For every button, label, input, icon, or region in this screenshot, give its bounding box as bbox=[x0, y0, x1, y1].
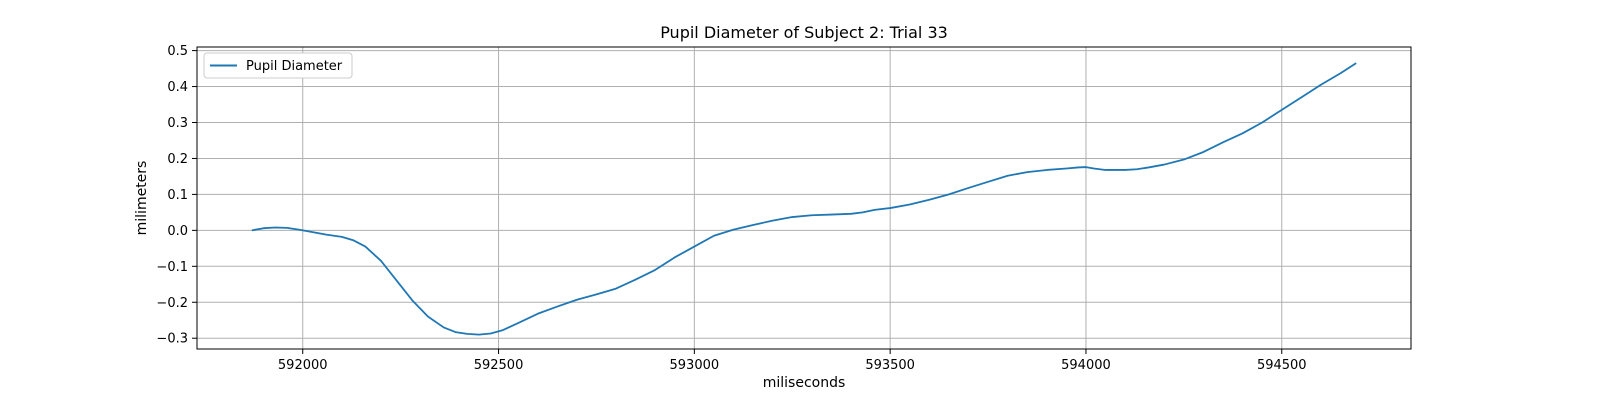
x-tick-label: 593000 bbox=[670, 358, 720, 373]
x-tick-label: 592500 bbox=[474, 358, 524, 373]
y-tick-label: −0.3 bbox=[156, 332, 188, 347]
y-tick-label: −0.2 bbox=[156, 296, 188, 311]
legend-label: Pupil Diameter bbox=[246, 59, 343, 74]
x-tick-label: 594500 bbox=[1257, 358, 1307, 373]
y-tick-label: 0.5 bbox=[167, 44, 188, 59]
y-axis-title: milimeters bbox=[134, 161, 150, 236]
legend: Pupil Diameter bbox=[203, 52, 353, 79]
x-tick-label: 592000 bbox=[278, 358, 328, 373]
y-axis: −0.3 −0.2 −0.1 0.0 0.1 0.2 0.3 0.4 0.5 bbox=[156, 44, 197, 347]
x-axis: 592000 592500 593000 593500 594000 594500 bbox=[278, 349, 1307, 373]
legend-box bbox=[203, 52, 353, 79]
x-tick-label: 594000 bbox=[1061, 358, 1111, 373]
y-tick-label: 0.1 bbox=[167, 188, 188, 203]
y-tick-label: −0.1 bbox=[156, 260, 188, 275]
y-tick-label: 0.3 bbox=[167, 116, 188, 131]
y-tick-label: 0.2 bbox=[167, 152, 188, 167]
series-layer bbox=[251, 62, 1357, 336]
y-tick-label: 0.4 bbox=[167, 80, 188, 95]
x-axis-title: miliseconds bbox=[763, 375, 846, 391]
x-tick-label: 593500 bbox=[865, 358, 915, 373]
y-tick-label: 0.0 bbox=[167, 224, 188, 239]
plot-area-frame bbox=[196, 46, 1412, 350]
chart-title: Pupil Diameter of Subject 2: Trial 33 bbox=[660, 23, 948, 42]
grid bbox=[197, 47, 1411, 349]
series-line bbox=[251, 62, 1357, 336]
